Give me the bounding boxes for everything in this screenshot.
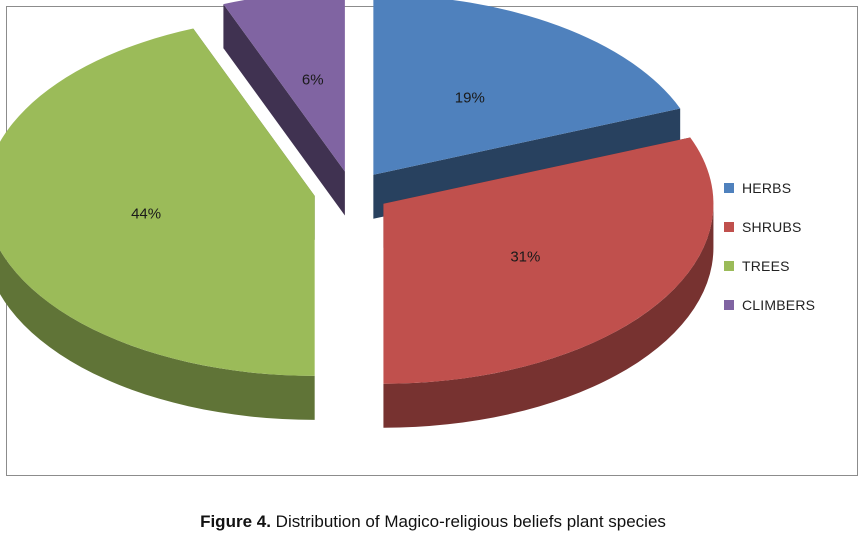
- pie-slice-shrubs: [383, 137, 714, 384]
- caption-label: Figure 4.: [200, 512, 271, 531]
- pie-slice-trees: [0, 28, 315, 376]
- pie-slice-climbers: [223, 0, 345, 172]
- legend-label-trees: TREES: [742, 257, 790, 274]
- data-label-herbs: 19%: [455, 89, 485, 106]
- legend-item-trees: TREES: [724, 246, 815, 285]
- pie-side-shrubs: [383, 203, 714, 428]
- legend: HERBS SHRUBS TREES CLIMBERS: [724, 168, 815, 324]
- legend-item-climbers: CLIMBERS: [724, 285, 815, 324]
- data-label-trees: 44%: [131, 205, 161, 222]
- figure-caption: Figure 4. Distribution of Magico-religio…: [0, 512, 866, 532]
- legend-swatch-trees: [724, 260, 734, 271]
- legend-swatch-climbers: [724, 299, 734, 310]
- pie-side-trees: [0, 250, 315, 420]
- pie-cut-climbers-0: [223, 4, 345, 216]
- legend-swatch-herbs: [724, 182, 734, 193]
- pie-slice-herbs: [373, 0, 681, 175]
- legend-label-herbs: HERBS: [742, 179, 792, 196]
- caption-text: Distribution of Magico-religious beliefs…: [275, 512, 666, 531]
- legend-swatch-shrubs: [724, 221, 734, 232]
- legend-label-shrubs: SHRUBS: [742, 218, 802, 235]
- data-label-climbers: 6%: [302, 72, 324, 89]
- legend-label-climbers: CLIMBERS: [742, 296, 816, 313]
- legend-item-shrubs: SHRUBS: [724, 207, 815, 246]
- legend-item-herbs: HERBS: [724, 168, 815, 207]
- data-label-shrubs: 31%: [510, 248, 540, 265]
